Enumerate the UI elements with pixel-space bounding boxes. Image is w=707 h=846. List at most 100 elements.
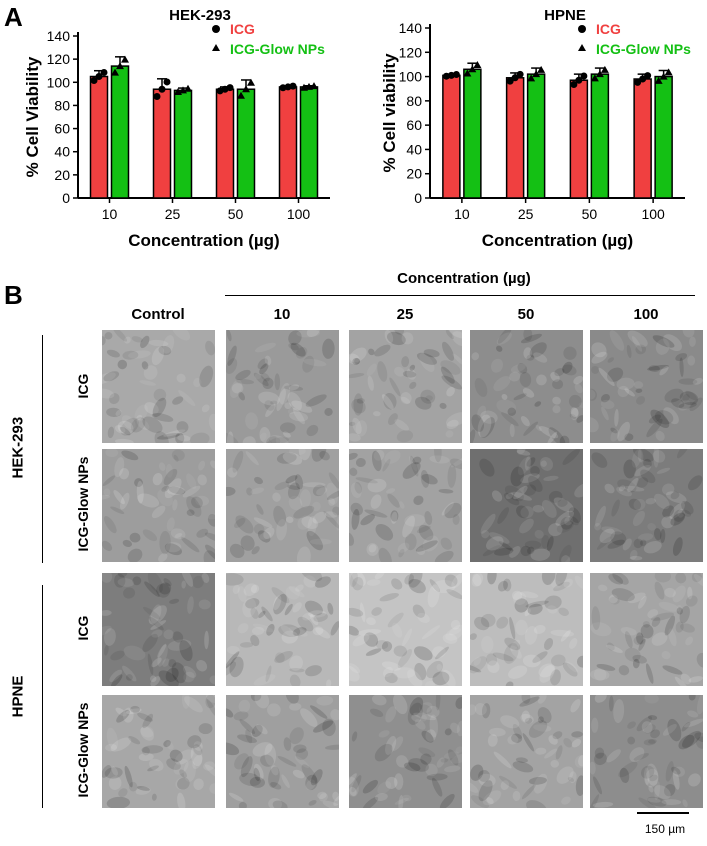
micrograph-background (226, 330, 339, 443)
cell-texture (235, 369, 251, 381)
cell-texture (352, 357, 360, 365)
cell-texture (201, 573, 210, 583)
cell-texture (527, 546, 535, 555)
cell-texture (294, 474, 304, 490)
cell-texture (290, 342, 306, 357)
cell-texture (285, 475, 298, 484)
cell-texture (305, 665, 322, 677)
micrograph-image (470, 573, 583, 686)
cell-texture (204, 630, 209, 650)
cell-texture (450, 619, 461, 630)
cell-texture (624, 631, 633, 649)
cell-texture (479, 458, 495, 477)
row-label-hek-icg: ICG (75, 373, 91, 399)
cell-texture (308, 799, 317, 806)
cell-texture (207, 513, 215, 520)
cell-texture (165, 464, 173, 478)
cell-texture (181, 537, 200, 553)
cell-texture (629, 555, 643, 561)
cell-texture (503, 642, 519, 664)
cell-texture (288, 586, 305, 598)
cell-texture (471, 352, 480, 361)
micrograph-image (590, 573, 703, 686)
cell-texture (257, 358, 268, 370)
cell-texture (132, 576, 142, 586)
cell-texture (404, 514, 426, 527)
cell-texture (278, 624, 301, 637)
cell-texture (242, 597, 257, 618)
cell-texture (626, 344, 632, 358)
cell-texture (687, 355, 696, 366)
cell-texture (148, 616, 164, 631)
cell-texture (373, 449, 385, 461)
cell-texture (191, 496, 203, 509)
cell-texture (106, 796, 131, 808)
y-axis-label: % Cell viability (380, 53, 399, 173)
cell-texture (560, 516, 573, 530)
cell-texture (149, 758, 164, 772)
cell-texture (288, 343, 299, 351)
cell-texture (606, 367, 624, 382)
cell-texture (435, 695, 441, 711)
micrograph-image (102, 449, 215, 562)
cell-texture (310, 705, 328, 719)
cell-texture (253, 767, 261, 782)
cell-texture (447, 464, 457, 488)
cell-texture (367, 478, 387, 493)
cell-texture (681, 509, 692, 517)
data-point (153, 93, 161, 101)
cell-texture (663, 407, 679, 425)
data-point (163, 78, 171, 86)
cell-texture (478, 780, 493, 802)
cell-texture (349, 452, 358, 461)
cell-texture (638, 797, 658, 808)
cell-texture (482, 545, 501, 557)
cell-texture (536, 374, 547, 386)
cell-texture (616, 377, 635, 390)
cell-texture (611, 588, 635, 602)
cell-texture (102, 573, 113, 583)
cell-texture (574, 755, 583, 768)
cell-texture (523, 421, 539, 436)
cell-texture (398, 794, 404, 808)
cell-texture (171, 330, 191, 341)
cell-texture (521, 784, 536, 800)
cell-texture (151, 346, 165, 366)
y-tick-label: 80 (54, 97, 70, 113)
cell-texture (377, 361, 388, 382)
cell-texture (512, 761, 534, 773)
cell-texture (557, 499, 568, 507)
cell-texture (591, 342, 607, 358)
cell-texture (276, 452, 297, 464)
cell-texture (408, 758, 429, 772)
cell-texture (455, 746, 462, 754)
cell-texture (387, 612, 404, 628)
cell-texture (481, 703, 491, 719)
cell-texture (152, 397, 167, 418)
cell-texture (470, 664, 482, 673)
cell-texture (179, 640, 193, 662)
cell-texture (370, 494, 382, 509)
cell-texture (496, 332, 512, 345)
cell-texture (516, 505, 529, 519)
cell-texture (273, 505, 287, 527)
cell-texture (115, 409, 122, 416)
data-point (247, 78, 255, 86)
cell-texture (537, 695, 547, 704)
x-tick-label: 100 (287, 206, 311, 222)
cell-texture (297, 616, 314, 632)
cell-texture (591, 366, 600, 374)
cell-texture (627, 477, 639, 493)
cell-texture (406, 368, 416, 380)
cell-texture (401, 356, 410, 368)
cell-texture (659, 365, 669, 376)
cell-texture (685, 390, 697, 401)
scale-bar-label: 150 µm (644, 822, 686, 836)
cell-texture (648, 414, 661, 424)
cell-texture (598, 584, 608, 592)
cell-texture (654, 493, 670, 510)
data-point (158, 85, 166, 93)
cell-texture (660, 529, 666, 543)
cell-texture (644, 768, 659, 788)
cell-texture (481, 530, 490, 539)
